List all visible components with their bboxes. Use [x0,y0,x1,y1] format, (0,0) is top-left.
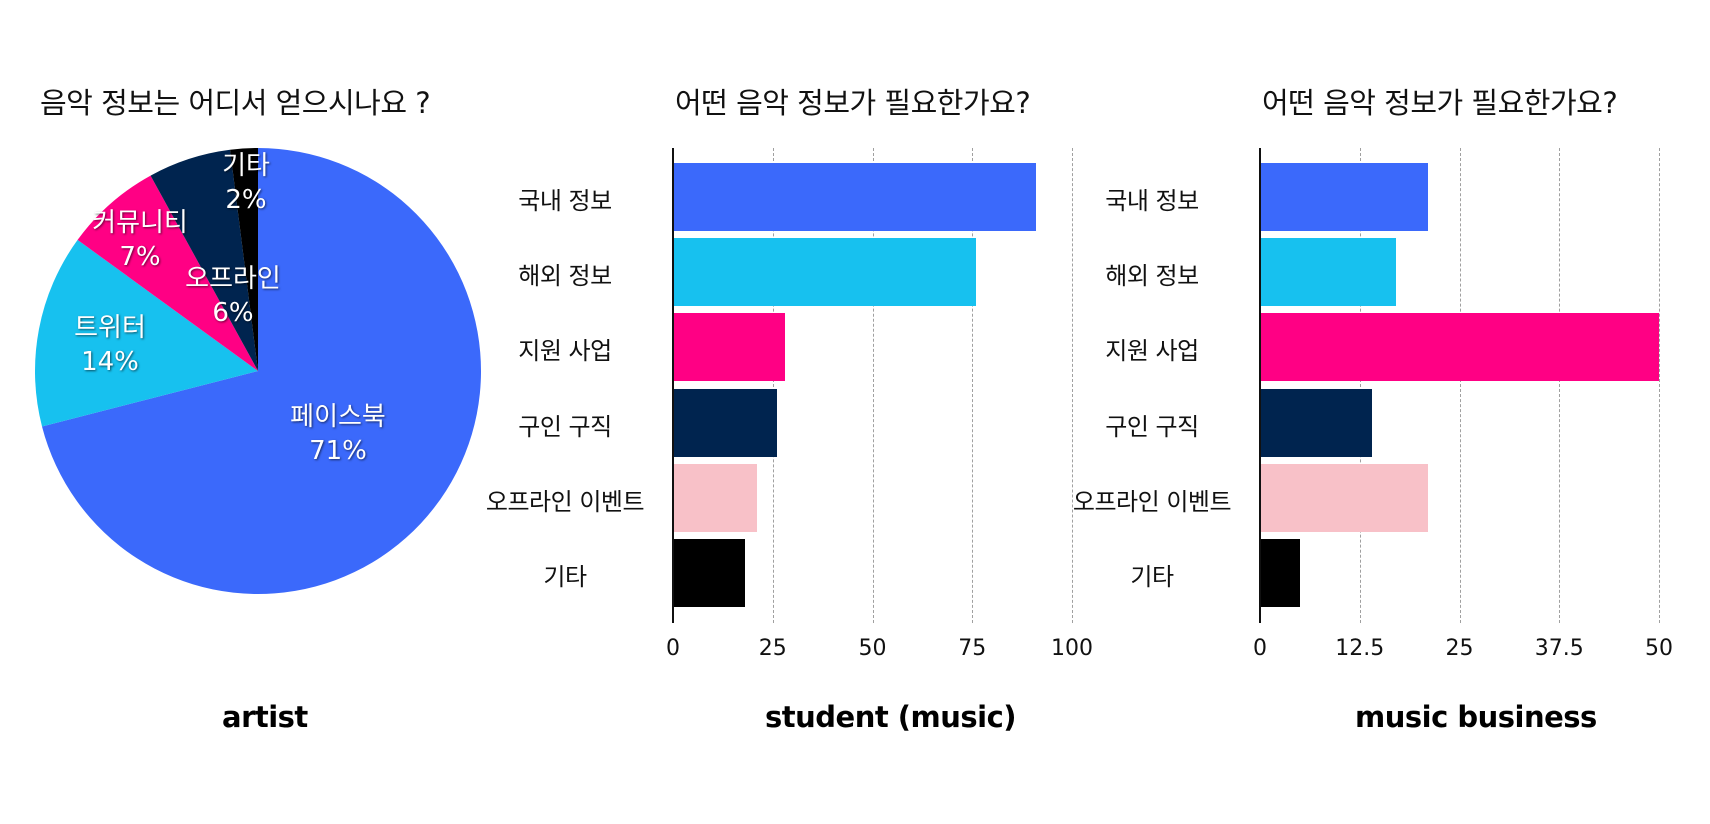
business-x-tick: 12.5 [1335,636,1385,661]
pie-label-other: 기타 2% [222,151,270,215]
business-bar [1260,163,1428,231]
business-bar [1260,388,1372,457]
business-category-label: 기타 [1130,563,1174,591]
business-chart-caption: music business [1355,700,1597,734]
pie-label-twitter: 트위터 14% [74,313,146,377]
business-x-tick: 37.5 [1534,636,1584,661]
business-x-tick: 25 [1445,636,1474,661]
student-category-label: 오프라인 이벤트 [485,487,645,516]
business-gridline [1559,148,1561,623]
pie-slice-twitter [35,239,259,427]
student-gridline [972,148,974,623]
student-x-tick: 50 [858,636,887,661]
business-y-axis [1259,148,1261,623]
pie-slice-facebook [42,148,482,595]
business-category-label: 해외 정보 [1105,262,1199,291]
student-category-label: 해외 정보 [518,262,612,291]
business-chart-title: 어떤 음악 정보가 필요한가요? [1262,86,1618,120]
pie-label-offline: 오프라인 6% [185,264,281,328]
student-x-tick: 25 [758,636,787,661]
business-bar [1260,313,1659,382]
pie-chart-caption: artist [222,700,308,734]
pie-label-facebook: 페이스북 71% [290,402,386,466]
pie-slice-offline [150,149,258,371]
student-chart-caption: student (music) [765,700,1017,734]
business-gridline [1659,148,1660,623]
business-gridline [1459,148,1461,623]
pie-chart-title: 음악 정보는 어디서 얻으시나요 ? [40,86,431,120]
business-category-label: 오프라인 이벤트 [1072,487,1232,516]
student-bar [673,313,785,382]
student-chart-title: 어떤 음악 정보가 필요한가요? [675,86,1031,120]
student-y-axis [672,148,674,623]
business-gridline [1359,148,1361,623]
student-x-tick: 100 [1051,636,1093,661]
student-bar [673,539,745,607]
student-bar [673,388,777,457]
student-category-label: 구인 구직 [518,412,612,441]
pie-slice-other [230,148,258,371]
student-gridline [1072,148,1073,623]
pie-slice-community [77,175,259,371]
business-x-tick: 0 [1253,636,1267,661]
student-bar [673,238,977,307]
student-category-label: 지원 사업 [518,337,612,366]
business-category-label: 지원 사업 [1105,337,1199,366]
student-category-label: 기타 [543,563,587,591]
business-category-label: 국내 정보 [1105,187,1199,215]
student-bar [673,163,1037,231]
business-category-label: 구인 구직 [1105,412,1199,441]
business-bar [1260,539,1300,607]
pie-chart [35,148,482,595]
business-bar [1260,238,1396,307]
student-bar [673,463,757,532]
student-gridline [772,148,774,623]
student-x-tick: 75 [958,636,987,661]
student-gridline [872,148,874,623]
business-bar [1260,463,1428,532]
student-category-label: 국내 정보 [518,187,612,215]
business-x-tick: 50 [1645,636,1673,661]
pie-label-community: 커뮤니티 7% [92,208,188,272]
student-x-tick: 0 [666,636,680,661]
